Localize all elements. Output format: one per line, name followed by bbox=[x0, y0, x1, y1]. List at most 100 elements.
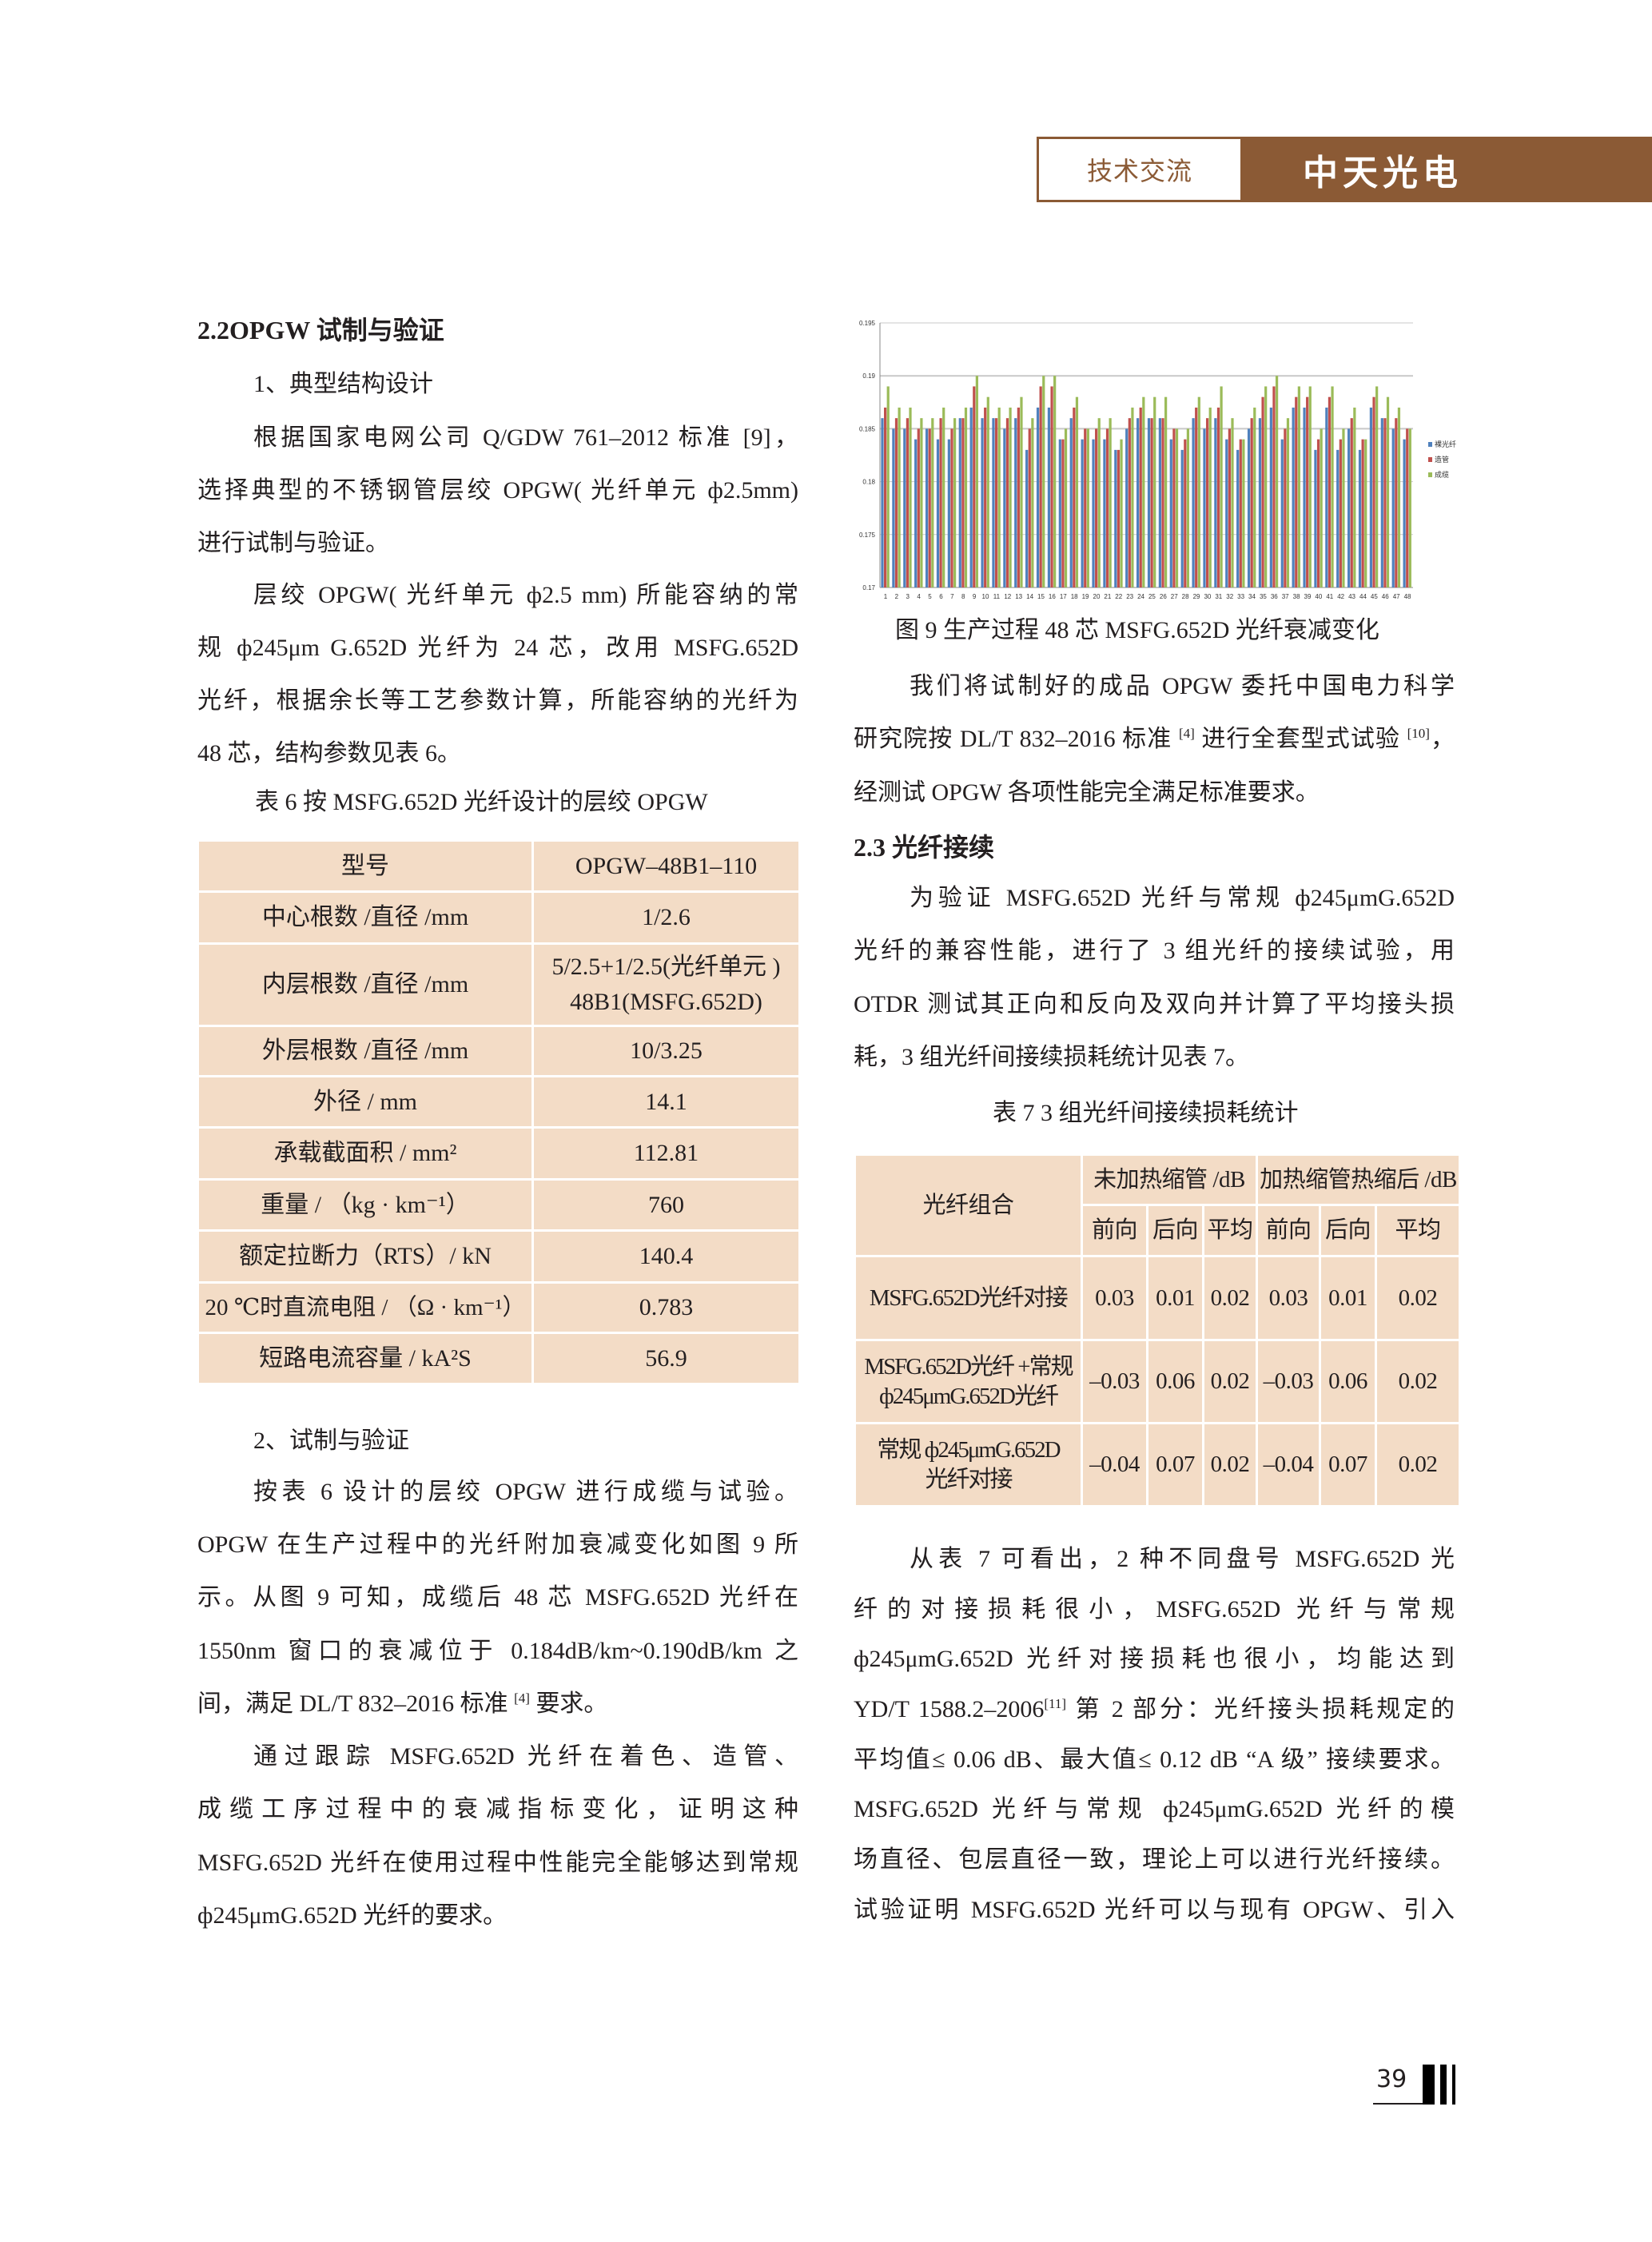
x-tick-label: 33 bbox=[1237, 593, 1244, 600]
text-line: MSFG.652D 光纤与常规 ф245μmG.652D 光纤的模 bbox=[854, 1792, 1455, 1827]
legend-label: 成缆 bbox=[1435, 470, 1449, 480]
text-line: 48 芯，结构参数见表 6。 bbox=[197, 736, 461, 771]
cell: 短路电流容量 / kA²S bbox=[197, 1332, 534, 1385]
bar-1-29 bbox=[1195, 407, 1198, 587]
bar-1-10 bbox=[984, 407, 987, 587]
bar-0-37 bbox=[1280, 439, 1284, 587]
bar-0-34 bbox=[1247, 428, 1251, 587]
y-tick-label: 0.17 bbox=[862, 584, 875, 591]
text-line: ф245μmG.652D 光纤的要求。 bbox=[197, 1898, 507, 1933]
bar-0-11 bbox=[992, 418, 995, 587]
bar-0-19 bbox=[1081, 439, 1084, 587]
bar-1-7 bbox=[950, 428, 953, 587]
table-6-structure-parameters: 型号 OPGW–48B1–110 中心根数 /直径 /mm 1/2.6 内层根数 /… bbox=[197, 839, 801, 1385]
header-cell: 光纤组合 bbox=[854, 1153, 1083, 1257]
table-row: 内层根数 /直径 /mm 5/2.5+1/2.5(光纤单元 ) 48B1(MSFG.… bbox=[197, 942, 801, 1027]
text-segment: 规 ф245μm G.652D 光纤为 24 芯，改用 MSFG.652D bbox=[197, 635, 798, 661]
x-tick-label: 35 bbox=[1260, 593, 1267, 600]
x-tick-label: 38 bbox=[1293, 593, 1300, 600]
table-header-row: 前向 后向 平均 前向 后向 平均 bbox=[855, 1204, 1461, 1257]
bar-1-1 bbox=[884, 407, 887, 587]
cell: 20 ℃时直流电阻 / （Ω · km⁻¹） bbox=[197, 1281, 534, 1334]
cell: 56.9 bbox=[531, 1332, 801, 1385]
page-mark-bar bbox=[1423, 2065, 1435, 2105]
legend-label: 造管 bbox=[1435, 455, 1449, 464]
cell: –0.04 bbox=[1256, 1422, 1321, 1507]
bar-2-22 bbox=[1120, 439, 1123, 587]
text-segment: 研究院按 DL/T 832–2016 标准 bbox=[854, 726, 1179, 752]
bar-2-6 bbox=[942, 407, 945, 587]
citation-superscript: [11] bbox=[1044, 1696, 1067, 1711]
bar-0-18 bbox=[1069, 418, 1073, 587]
text-segment: 表 6 按 MSFG.652D 光纤设计的层绞 OPGW bbox=[255, 789, 708, 815]
cell: 760 bbox=[531, 1178, 801, 1232]
citation-superscript: [4] bbox=[1178, 726, 1195, 741]
text-line: MSFG.652D 光纤在使用过程中性能完全能够达到常规 bbox=[197, 1846, 798, 1881]
citation-superscript: [4] bbox=[514, 1690, 530, 1706]
bar-2-41 bbox=[1331, 386, 1334, 587]
table-row: 中心根数 /直径 /mm 1/2.6 bbox=[197, 890, 801, 945]
bar-1-5 bbox=[928, 428, 931, 587]
text-segment: 要求。 bbox=[529, 1690, 608, 1717]
bar-2-4 bbox=[920, 418, 923, 587]
x-tick-label: 15 bbox=[1037, 593, 1045, 600]
text-line: 2、试制与验证 bbox=[253, 1424, 409, 1459]
bar-0-14 bbox=[1025, 449, 1029, 587]
x-tick-label: 34 bbox=[1248, 593, 1256, 600]
bar-0-6 bbox=[936, 439, 940, 587]
bar-2-42 bbox=[1342, 428, 1345, 587]
bar-1-18 bbox=[1073, 407, 1076, 587]
cell-line: 光纤对接 bbox=[925, 1466, 1013, 1492]
page-number: 39 bbox=[1376, 2065, 1407, 2093]
text-line: 表 7 3 组光纤间接续损耗统计 bbox=[993, 1096, 1299, 1131]
text-segment: 耗，3 组光纤间接续损耗统计见表 7。 bbox=[854, 1044, 1249, 1070]
text-line: 经测试 OPGW 各项性能完全满足标准要求。 bbox=[854, 775, 1320, 810]
bar-2-11 bbox=[997, 407, 1001, 587]
bar-2-1 bbox=[886, 386, 890, 587]
bar-2-44 bbox=[1364, 439, 1367, 587]
bar-2-10 bbox=[986, 396, 989, 587]
bar-1-46 bbox=[1383, 418, 1387, 587]
bar-2-26 bbox=[1164, 396, 1168, 587]
cell: 1/2.6 bbox=[531, 890, 801, 945]
header-cell: 未加热缩管 /dB bbox=[1081, 1153, 1258, 1206]
cell: 0.03 bbox=[1256, 1255, 1321, 1341]
cell-line: 常规 ф245μmG.652D bbox=[877, 1437, 1061, 1463]
text-line: 根据国家电网公司 Q/GDW 761–2012 标准 [9]， bbox=[253, 420, 798, 456]
bar-2-34 bbox=[1253, 407, 1256, 587]
bar-1-37 bbox=[1284, 428, 1287, 587]
bar-2-13 bbox=[1020, 396, 1023, 587]
text-segment: 光纤的兼容性能，进行了 3 组光纤的接续试验，用 bbox=[854, 938, 1455, 964]
text-line: 间，满足 DL/T 832–2016 标准 [4] 要求。 bbox=[197, 1686, 607, 1722]
cell-line: ф245μmG.652D光纤 bbox=[878, 1383, 1059, 1409]
bar-2-47 bbox=[1397, 407, 1401, 587]
cell: 承载截面积 / mm² bbox=[197, 1126, 534, 1181]
bar-0-28 bbox=[1180, 449, 1184, 587]
page-mark-bar bbox=[1440, 2065, 1447, 2105]
bar-2-5 bbox=[931, 418, 934, 587]
bar-0-8 bbox=[958, 418, 961, 587]
cell: 10/3.25 bbox=[531, 1025, 801, 1077]
bar-1-17 bbox=[1061, 439, 1065, 587]
header-cell: 前向 bbox=[1256, 1204, 1321, 1257]
x-tick-label: 48 bbox=[1404, 593, 1411, 600]
header-cell: 前向 bbox=[1081, 1204, 1148, 1257]
bar-1-4 bbox=[917, 428, 920, 587]
bar-0-5 bbox=[925, 428, 929, 587]
bar-1-26 bbox=[1161, 418, 1164, 587]
cell: OPGW–48B1–110 bbox=[531, 839, 801, 893]
cell-line: 48B1(MSFG.652D) bbox=[570, 989, 762, 1015]
bar-0-38 bbox=[1292, 407, 1295, 587]
text-line: 进行试制与验证。 bbox=[197, 526, 389, 561]
bar-1-19 bbox=[1084, 428, 1087, 587]
bar-0-31 bbox=[1214, 418, 1217, 587]
text-segment: 图 9 生产过程 48 芯 MSFG.652D 光纤衰减变化 bbox=[895, 617, 1379, 643]
bar-2-38 bbox=[1297, 386, 1300, 587]
x-tick-label: 41 bbox=[1326, 593, 1333, 600]
x-tick-label: 1 bbox=[884, 593, 888, 600]
bar-1-31 bbox=[1216, 407, 1220, 587]
brand-logo-text: 中天光电 bbox=[1303, 153, 1463, 193]
text-line: 光纤，根据余长等工艺参数计算，所能容纳的光纤为 bbox=[197, 683, 798, 719]
bar-0-7 bbox=[947, 439, 950, 587]
section-label: 技术交流 bbox=[1037, 137, 1240, 202]
